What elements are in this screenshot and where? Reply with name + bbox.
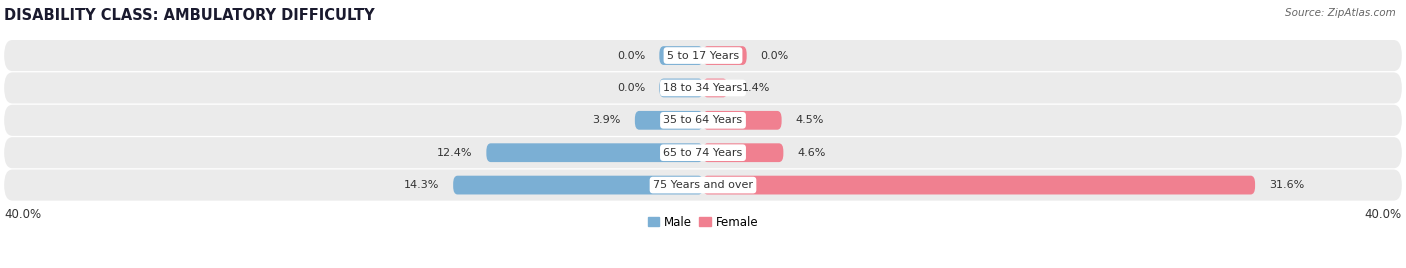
- Text: 1.4%: 1.4%: [741, 83, 770, 93]
- Text: 3.9%: 3.9%: [592, 115, 621, 125]
- Text: 14.3%: 14.3%: [404, 180, 439, 190]
- FancyBboxPatch shape: [703, 176, 1256, 195]
- Text: 4.5%: 4.5%: [796, 115, 824, 125]
- Text: Source: ZipAtlas.com: Source: ZipAtlas.com: [1285, 8, 1396, 18]
- Text: DISABILITY CLASS: AMBULATORY DIFFICULTY: DISABILITY CLASS: AMBULATORY DIFFICULTY: [4, 8, 375, 23]
- FancyBboxPatch shape: [703, 46, 747, 65]
- FancyBboxPatch shape: [4, 170, 1402, 201]
- Text: 40.0%: 40.0%: [1365, 208, 1402, 221]
- FancyBboxPatch shape: [4, 137, 1402, 168]
- FancyBboxPatch shape: [659, 46, 703, 65]
- Text: 0.0%: 0.0%: [617, 51, 645, 61]
- Text: 12.4%: 12.4%: [437, 148, 472, 158]
- Text: 75 Years and over: 75 Years and over: [652, 180, 754, 190]
- FancyBboxPatch shape: [4, 105, 1402, 136]
- Text: 0.0%: 0.0%: [617, 83, 645, 93]
- Text: 31.6%: 31.6%: [1270, 180, 1305, 190]
- Text: 4.6%: 4.6%: [797, 148, 825, 158]
- Text: 65 to 74 Years: 65 to 74 Years: [664, 148, 742, 158]
- Text: 0.0%: 0.0%: [761, 51, 789, 61]
- FancyBboxPatch shape: [4, 72, 1402, 103]
- FancyBboxPatch shape: [703, 143, 783, 162]
- FancyBboxPatch shape: [4, 40, 1402, 71]
- Text: 18 to 34 Years: 18 to 34 Years: [664, 83, 742, 93]
- FancyBboxPatch shape: [486, 143, 703, 162]
- Text: 5 to 17 Years: 5 to 17 Years: [666, 51, 740, 61]
- Legend: Male, Female: Male, Female: [643, 211, 763, 233]
- FancyBboxPatch shape: [636, 111, 703, 130]
- FancyBboxPatch shape: [659, 79, 703, 97]
- Text: 35 to 64 Years: 35 to 64 Years: [664, 115, 742, 125]
- FancyBboxPatch shape: [703, 79, 727, 97]
- Text: 40.0%: 40.0%: [4, 208, 41, 221]
- FancyBboxPatch shape: [703, 111, 782, 130]
- FancyBboxPatch shape: [453, 176, 703, 195]
